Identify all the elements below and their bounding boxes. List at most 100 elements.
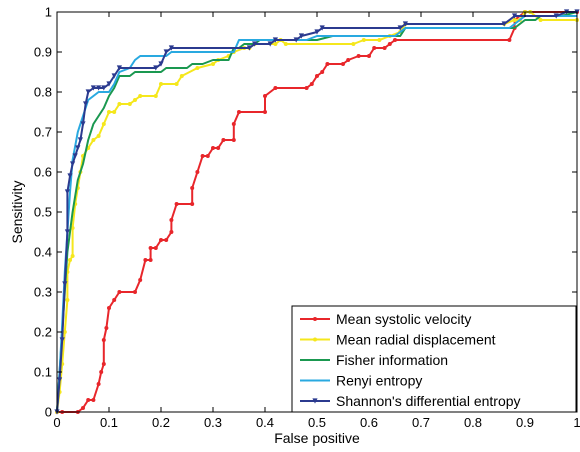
data-point bbox=[325, 62, 330, 66]
series-4 bbox=[54, 9, 580, 415]
data-point bbox=[169, 230, 174, 234]
data-point bbox=[200, 154, 205, 158]
y-tick-label: 0 bbox=[45, 405, 52, 420]
data-point bbox=[117, 290, 122, 294]
legend-item: Mean systolic velocity bbox=[300, 311, 471, 327]
data-point bbox=[211, 62, 215, 66]
y-tick-label: 0.8 bbox=[34, 85, 52, 100]
data-point bbox=[246, 45, 252, 51]
y-axis-label: Sensitivity bbox=[9, 180, 25, 243]
x-tick-label: 0.5 bbox=[308, 415, 326, 430]
legend-label: Renyi entropy bbox=[336, 373, 422, 389]
data-point bbox=[298, 33, 304, 39]
data-point bbox=[320, 70, 325, 74]
data-point bbox=[96, 134, 101, 138]
data-point bbox=[382, 46, 387, 50]
data-point bbox=[104, 326, 109, 330]
data-point bbox=[90, 85, 96, 91]
data-point bbox=[96, 382, 101, 386]
legend-box bbox=[291, 305, 577, 413]
x-tick-label: 0.6 bbox=[360, 415, 378, 430]
data-point bbox=[538, 18, 543, 22]
data-point bbox=[553, 13, 559, 19]
data-point bbox=[179, 74, 184, 78]
data-point bbox=[153, 65, 159, 71]
data-point bbox=[143, 258, 148, 262]
x-tick-label: 0.3 bbox=[204, 415, 222, 430]
data-point bbox=[116, 65, 122, 71]
data-point bbox=[216, 146, 221, 150]
data-point bbox=[273, 42, 278, 46]
data-point bbox=[59, 337, 65, 343]
data-point bbox=[252, 41, 258, 47]
legend-item: Mean radial displacement bbox=[300, 332, 496, 348]
data-point bbox=[91, 398, 96, 402]
y-tick-label: 0.1 bbox=[34, 365, 52, 380]
data-point bbox=[174, 82, 179, 86]
y-tick-label: 0.9 bbox=[34, 45, 52, 60]
data-point bbox=[112, 298, 117, 302]
data-point bbox=[293, 37, 299, 43]
data-point bbox=[64, 229, 70, 235]
data-point bbox=[148, 258, 153, 262]
data-point bbox=[319, 25, 325, 31]
data-point bbox=[205, 154, 210, 158]
data-point bbox=[72, 153, 78, 159]
data-point bbox=[83, 101, 89, 107]
x-tick-label: 1 bbox=[573, 415, 580, 430]
data-point bbox=[351, 42, 356, 46]
data-point bbox=[341, 62, 345, 66]
data-point bbox=[106, 81, 112, 87]
data-point bbox=[138, 94, 143, 98]
data-point bbox=[101, 122, 106, 126]
legend-item: Renyi entropy bbox=[300, 373, 422, 389]
data-point bbox=[402, 21, 408, 27]
x-tick-label: 0.9 bbox=[516, 415, 534, 430]
series-2 bbox=[56, 11, 578, 413]
data-point bbox=[64, 189, 70, 195]
y-tick-label: 1 bbox=[45, 5, 52, 20]
data-point bbox=[112, 110, 117, 114]
legend-label: Shannon's differential entropy bbox=[336, 393, 521, 409]
data-point bbox=[283, 42, 288, 46]
data-point bbox=[153, 94, 158, 98]
data-point bbox=[138, 278, 143, 282]
y-tick-label: 0.3 bbox=[34, 285, 52, 300]
data-point bbox=[111, 73, 117, 79]
x-axis-label: False positive bbox=[274, 430, 360, 446]
x-tick-label: 0.2 bbox=[152, 415, 170, 430]
y-tick-label: 0.5 bbox=[34, 205, 52, 220]
data-point bbox=[107, 306, 111, 310]
data-point bbox=[62, 281, 68, 287]
data-point bbox=[367, 54, 371, 58]
data-point bbox=[163, 49, 169, 55]
data-point bbox=[346, 58, 351, 62]
y-tick-label: 0.6 bbox=[34, 165, 52, 180]
legend: Mean systolic velocity Mean radial displa… bbox=[291, 305, 577, 413]
x-tick-label: 0.4 bbox=[256, 415, 274, 430]
data-point bbox=[77, 137, 83, 143]
data-point bbox=[397, 25, 403, 31]
data-point bbox=[80, 121, 86, 127]
data-point bbox=[267, 41, 273, 47]
data-point bbox=[91, 138, 96, 142]
data-point bbox=[304, 86, 309, 90]
data-point bbox=[99, 370, 104, 374]
data-point bbox=[70, 254, 75, 258]
data-point bbox=[372, 46, 377, 50]
legend-marker bbox=[312, 398, 318, 404]
data-point bbox=[168, 45, 174, 51]
data-point bbox=[127, 102, 132, 106]
data-point bbox=[159, 238, 163, 242]
data-point bbox=[237, 110, 241, 114]
data-point bbox=[133, 98, 137, 102]
data-point bbox=[153, 246, 158, 250]
data-point bbox=[148, 246, 153, 250]
data-point bbox=[393, 38, 397, 42]
data-point bbox=[361, 38, 366, 42]
data-point bbox=[169, 218, 174, 222]
data-point bbox=[309, 82, 314, 86]
legend-item: Fisher information bbox=[300, 352, 448, 368]
x-tick-label: 0.8 bbox=[464, 415, 482, 430]
